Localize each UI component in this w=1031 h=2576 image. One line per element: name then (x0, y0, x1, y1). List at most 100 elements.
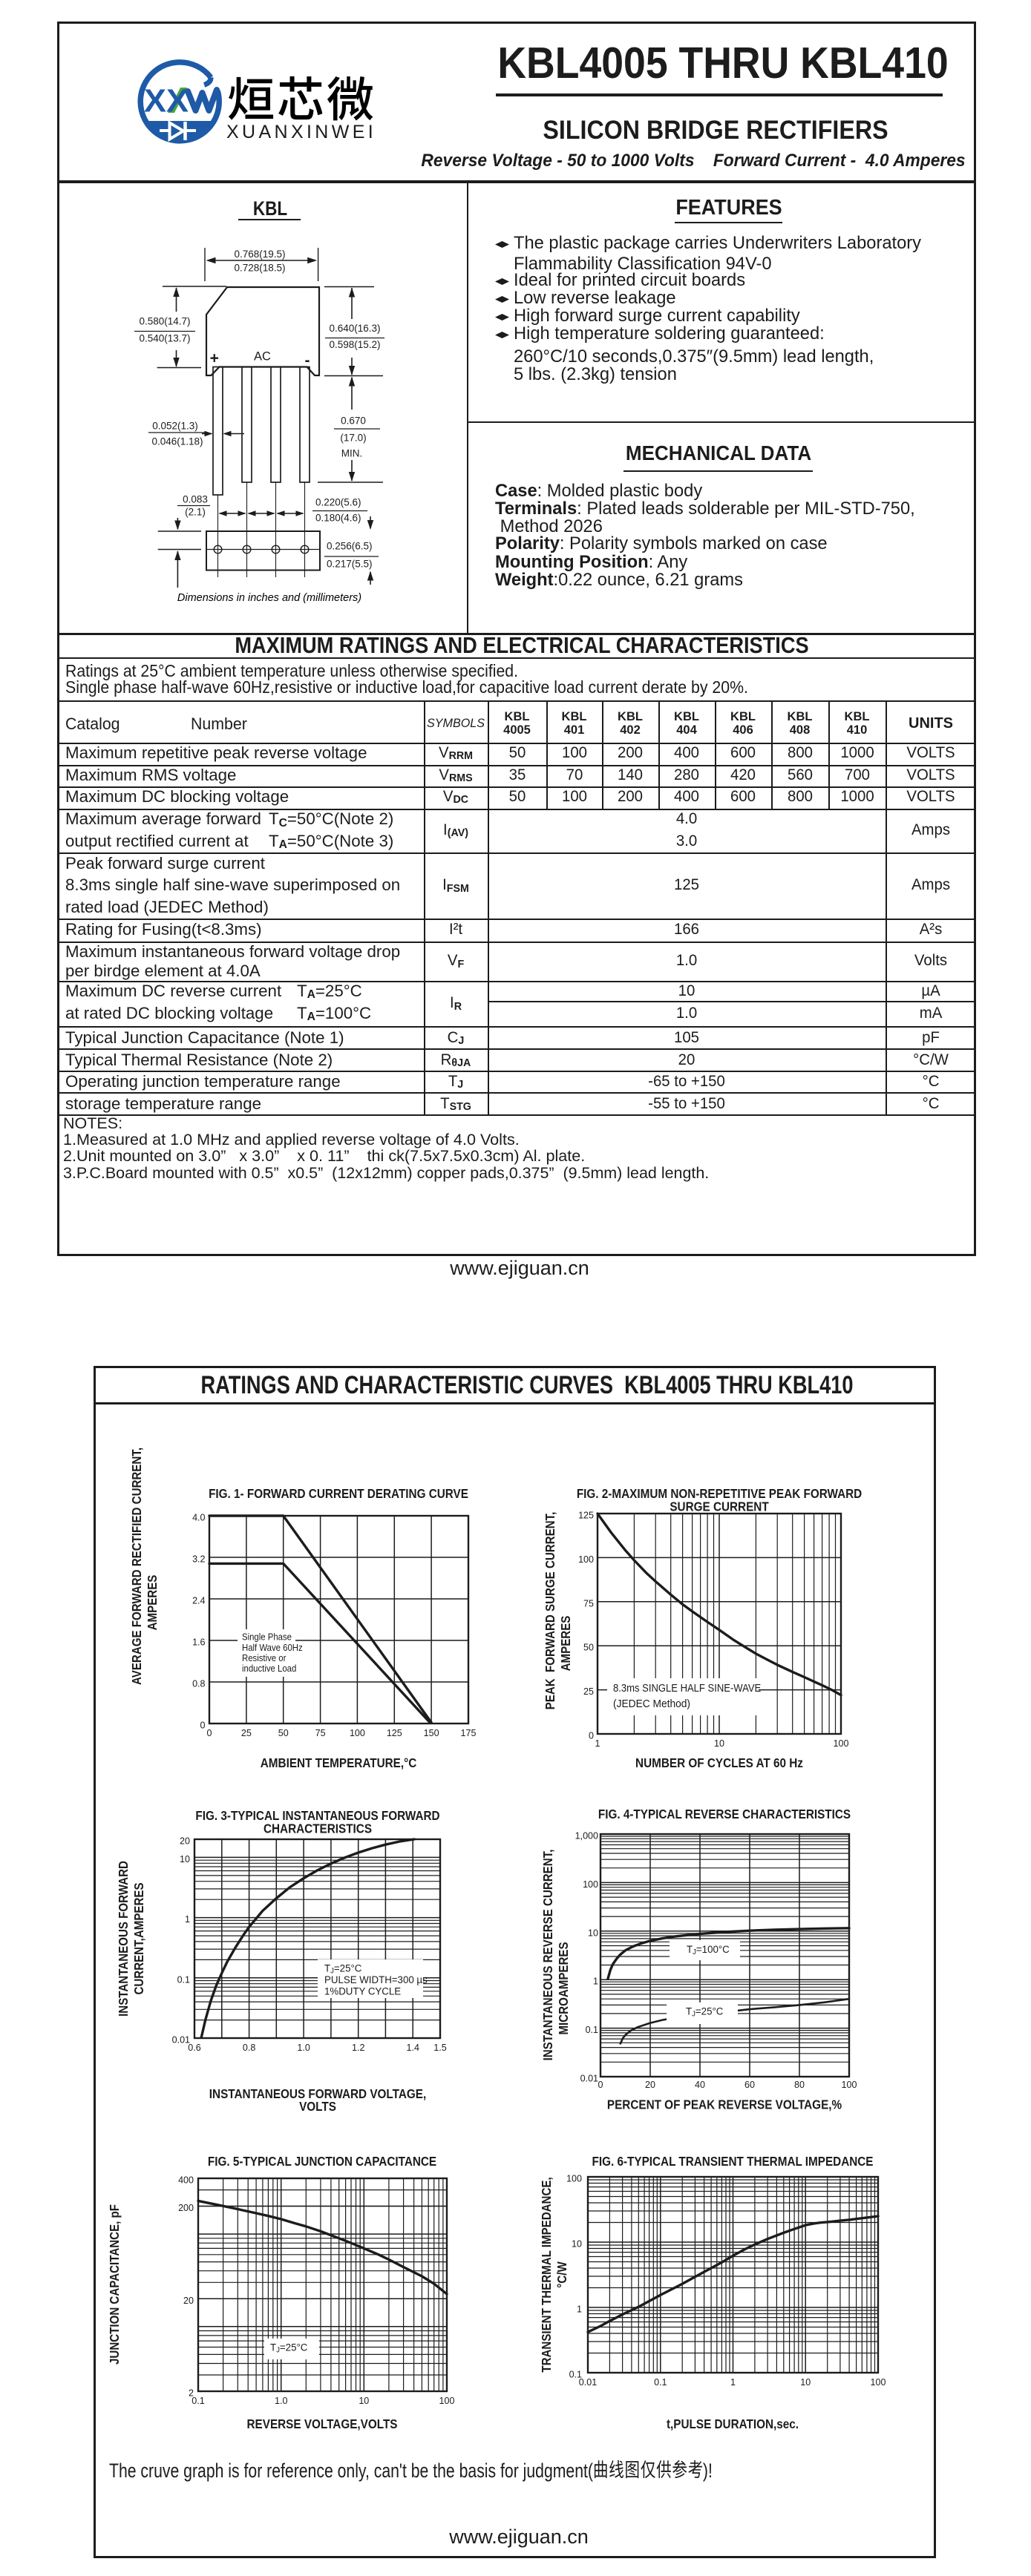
svg-text:(JEDEC Method): (JEDEC Method) (613, 1698, 690, 1709)
svg-text:10: 10 (572, 2238, 582, 2249)
svg-text:Half Wave 60Hz: Half Wave 60Hz (242, 1642, 303, 1653)
svg-text:1.2: 1.2 (352, 2042, 364, 2053)
svg-text:10: 10 (800, 2376, 811, 2388)
svg-text:2: 2 (189, 2387, 194, 2398)
svg-text:FIG. 3-TYPICAL INSTANTANEOUS F: FIG. 3-TYPICAL INSTANTANEOUS FORWARD (195, 1808, 439, 1823)
svg-text:75: 75 (583, 1597, 594, 1609)
svg-text:100: 100 (566, 2172, 582, 2184)
svg-text:0.1: 0.1 (586, 2024, 598, 2035)
svg-text:t,PULSE DURATION,sec.: t,PULSE DURATION,sec. (667, 2416, 799, 2431)
svg-text:0: 0 (598, 2079, 603, 2090)
svg-text:AMBIENT TEMPERATURE,°C: AMBIENT TEMPERATURE,°C (261, 1755, 416, 1770)
svg-text:AC: AC (254, 349, 271, 363)
svg-text:REVERSE VOLTAGE,VOLTS: REVERSE VOLTAGE,VOLTS (247, 2416, 398, 2431)
svg-text:PULSE WIDTH=300 µs: PULSE WIDTH=300 µs (324, 1974, 428, 1985)
svg-text:0.1: 0.1 (192, 2395, 204, 2406)
svg-text:JUNCTION CAPACITANCE, pF: JUNCTION CAPACITANCE, pF (107, 2204, 122, 2365)
svg-text:125: 125 (578, 1509, 594, 1520)
svg-text:TJ=25°C: TJ=25°C (686, 2005, 724, 2018)
svg-text:20: 20 (183, 2294, 194, 2305)
svg-text:FIG. 4-TYPICAL REVERSE CHARACT: FIG. 4-TYPICAL REVERSE CHARACTERISTICS (598, 1807, 851, 1821)
svg-text:1.0: 1.0 (297, 2042, 310, 2053)
svg-text:0: 0 (589, 1729, 594, 1741)
svg-text:10: 10 (714, 1738, 724, 1749)
svg-text:10: 10 (359, 2395, 369, 2406)
svg-text:1%DUTY CYCLE: 1%DUTY CYCLE (324, 1985, 401, 1997)
svg-text:0.217(5.5): 0.217(5.5) (327, 558, 373, 569)
svg-text:FIG. 5-TYPICAL JUNCTION CAPACI: FIG. 5-TYPICAL JUNCTION CAPACITANCE (208, 2154, 436, 2169)
svg-text:100: 100 (871, 2376, 886, 2388)
svg-text:+: + (210, 349, 219, 367)
svg-text:1: 1 (593, 1975, 598, 1986)
svg-text:(17.0): (17.0) (340, 432, 366, 443)
svg-text:inductive Load: inductive Load (242, 1663, 296, 1675)
svg-text:3.2: 3.2 (192, 1553, 205, 1564)
svg-text:1.0: 1.0 (275, 2395, 287, 2406)
svg-text:CURRENT,AMPERES: CURRENT,AMPERES (131, 1882, 147, 1994)
svg-text:200: 200 (178, 2202, 194, 2213)
svg-text:NUMBER OF CYCLES AT 60 Hz: NUMBER OF CYCLES AT 60 Hz (635, 1755, 803, 1770)
svg-text:KBL: KBL (253, 199, 287, 220)
svg-text:VOLTS: VOLTS (299, 2099, 336, 2114)
svg-text:0.180(4.6): 0.180(4.6) (315, 512, 361, 523)
svg-text:100: 100 (439, 2395, 455, 2406)
svg-text:0.768(19.5): 0.768(19.5) (234, 249, 285, 260)
svg-text:60: 60 (744, 2079, 755, 2090)
svg-text:0.1: 0.1 (654, 2376, 667, 2388)
svg-text:125: 125 (387, 1727, 402, 1738)
svg-text:4.0: 4.0 (192, 1511, 205, 1522)
svg-text:Dimensions in inches and (mill: Dimensions in inches and (millimeters) (177, 592, 361, 604)
svg-text:40: 40 (695, 2079, 705, 2090)
svg-text:20: 20 (645, 2079, 655, 2090)
svg-text:1.4: 1.4 (406, 2042, 419, 2053)
svg-text:1: 1 (577, 2303, 582, 2314)
svg-text:AMPERES: AMPERES (145, 1575, 160, 1631)
svg-text:175: 175 (461, 1727, 477, 1738)
svg-text:0: 0 (200, 1719, 206, 1730)
svg-text:10: 10 (180, 1853, 190, 1864)
svg-text:MICROAMPERES: MICROAMPERES (556, 1942, 572, 2034)
svg-text:0.598(15.2): 0.598(15.2) (329, 339, 380, 350)
svg-text:50: 50 (278, 1727, 289, 1738)
svg-text:0: 0 (207, 1727, 212, 1738)
svg-text:100: 100 (350, 1727, 365, 1738)
svg-text:CHARACTERISTICS: CHARACTERISTICS (264, 1821, 372, 1836)
svg-text:1,000: 1,000 (575, 1830, 598, 1841)
svg-text:INSTANTANEOUS FORWARD VOLTAGE,: INSTANTANEOUS FORWARD VOLTAGE, (209, 2086, 426, 2101)
svg-text:1: 1 (595, 1738, 600, 1749)
svg-text:TRANSIENT THERMAL IMPEDANCE,: TRANSIENT THERMAL IMPEDANCE, (539, 2177, 554, 2372)
svg-text:TJ=25°C: TJ=25°C (324, 1962, 362, 1975)
svg-text:-: - (305, 352, 310, 369)
svg-text:0.1: 0.1 (569, 2368, 582, 2379)
svg-text:0.01: 0.01 (580, 2072, 598, 2083)
svg-text:100: 100 (834, 1738, 849, 1749)
svg-text:0.220(5.6): 0.220(5.6) (315, 496, 361, 507)
svg-text:0.580(14.7): 0.580(14.7) (139, 315, 190, 326)
svg-text:80: 80 (794, 2079, 805, 2090)
svg-text:0.046(1.18): 0.046(1.18) (151, 436, 203, 447)
svg-text:AMPERES: AMPERES (558, 1616, 574, 1672)
svg-text:FIG. 6-TYPICAL TRANSIENT THERM: FIG. 6-TYPICAL TRANSIENT THERMAL IMPEDAN… (592, 2154, 873, 2169)
svg-text:1: 1 (730, 2376, 736, 2388)
svg-text:PERCENT OF PEAK REVERSE VOLTAG: PERCENT OF PEAK REVERSE VOLTAGE,% (607, 2097, 842, 2112)
svg-text:MIN.: MIN. (341, 447, 363, 459)
svg-text:25: 25 (241, 1727, 252, 1738)
svg-text:0.083: 0.083 (183, 493, 208, 505)
svg-text:XX: XX (144, 84, 189, 119)
svg-text:150: 150 (424, 1727, 439, 1738)
svg-text:8.3ms SINGLE HALF SINE-WAVE: 8.3ms SINGLE HALF SINE-WAVE (613, 1682, 761, 1694)
svg-text:0.8: 0.8 (243, 2042, 255, 2053)
svg-text:0.728(18.5): 0.728(18.5) (234, 262, 285, 273)
svg-text:0.01: 0.01 (172, 2034, 190, 2045)
svg-text:0.8: 0.8 (192, 1678, 205, 1689)
svg-text:25: 25 (583, 1686, 594, 1697)
svg-text:TJ=25°C: TJ=25°C (270, 2342, 308, 2354)
svg-text:FIG. 1- FORWARD CURRENT DERATI: FIG. 1- FORWARD CURRENT DERATING CURVE (209, 1486, 468, 1501)
svg-text:°C/W: °C/W (554, 2261, 570, 2288)
svg-text:0.1: 0.1 (177, 1974, 190, 1985)
svg-text:75: 75 (315, 1727, 326, 1738)
svg-text:SURGE CURRENT: SURGE CURRENT (670, 1499, 769, 1514)
svg-text:TJ=100°C: TJ=100°C (687, 1944, 730, 1956)
svg-text:2.4: 2.4 (192, 1594, 205, 1606)
svg-text:FIG. 2-MAXIMUM NON-REPETITIVE: FIG. 2-MAXIMUM NON-REPETITIVE PEAK FORWA… (577, 1486, 862, 1501)
